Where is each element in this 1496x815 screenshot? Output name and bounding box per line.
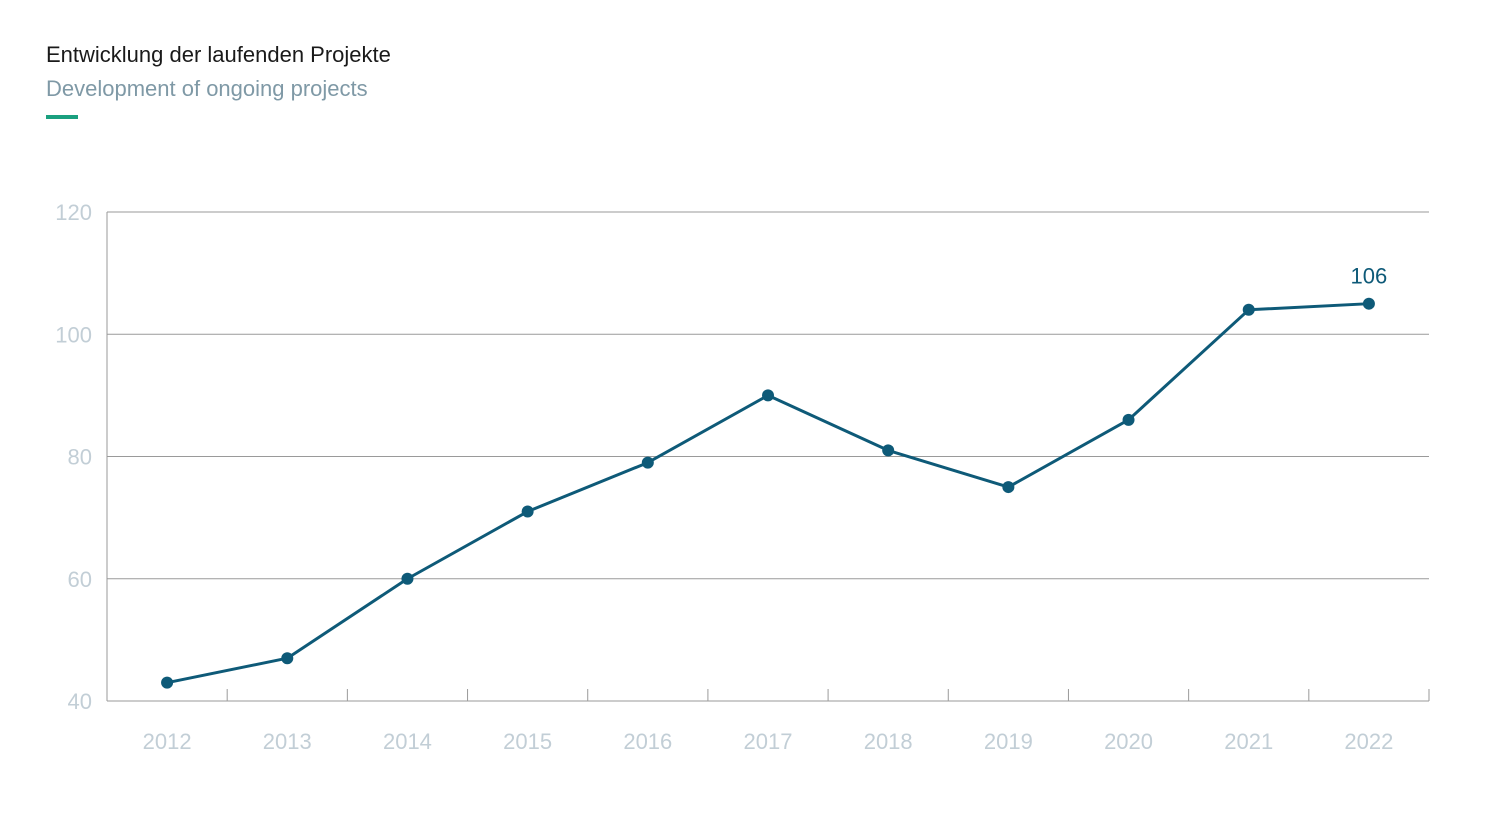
y-tick-label-80: 80 [68,445,92,470]
x-tick-label-2018: 2018 [864,729,913,754]
x-tick-label-2012: 2012 [143,729,192,754]
y-tick-label-100: 100 [55,322,92,347]
data-point-2014 [401,572,414,585]
x-tick-label-2019: 2019 [984,729,1033,754]
data-point-2019 [1002,481,1015,494]
data-point-2016 [641,456,654,469]
x-tick-label-2021: 2021 [1224,729,1273,754]
x-tick-label-2016: 2016 [623,729,672,754]
data-point-2020 [1122,413,1135,426]
data-point-2012 [161,676,174,689]
x-tick-label-2014: 2014 [383,729,432,754]
data-point-2017 [762,389,774,402]
data-label-2022: 106 [1351,264,1388,289]
data-point-2015 [521,505,534,518]
x-tick-label-2015: 2015 [503,729,552,754]
data-point-2022 [1362,297,1375,310]
title-accent-bar [46,115,78,119]
x-tick-label-2020: 2020 [1104,729,1153,754]
chart-title: Entwicklung der laufenden Projekte [46,42,391,67]
y-tick-label-40: 40 [68,689,92,714]
y-tick-label-60: 60 [68,567,92,592]
x-tick-label-2017: 2017 [744,729,793,754]
x-tick-label-2022: 2022 [1344,729,1393,754]
chart-subtitle: Development of ongoing projects [46,76,368,101]
y-tick-label-120: 120 [55,200,92,225]
data-point-2013 [281,652,294,665]
series-line [166,302,1369,685]
x-tick-label-2013: 2013 [263,729,312,754]
data-point-2021 [1242,303,1255,316]
data-point-2018 [882,444,895,457]
